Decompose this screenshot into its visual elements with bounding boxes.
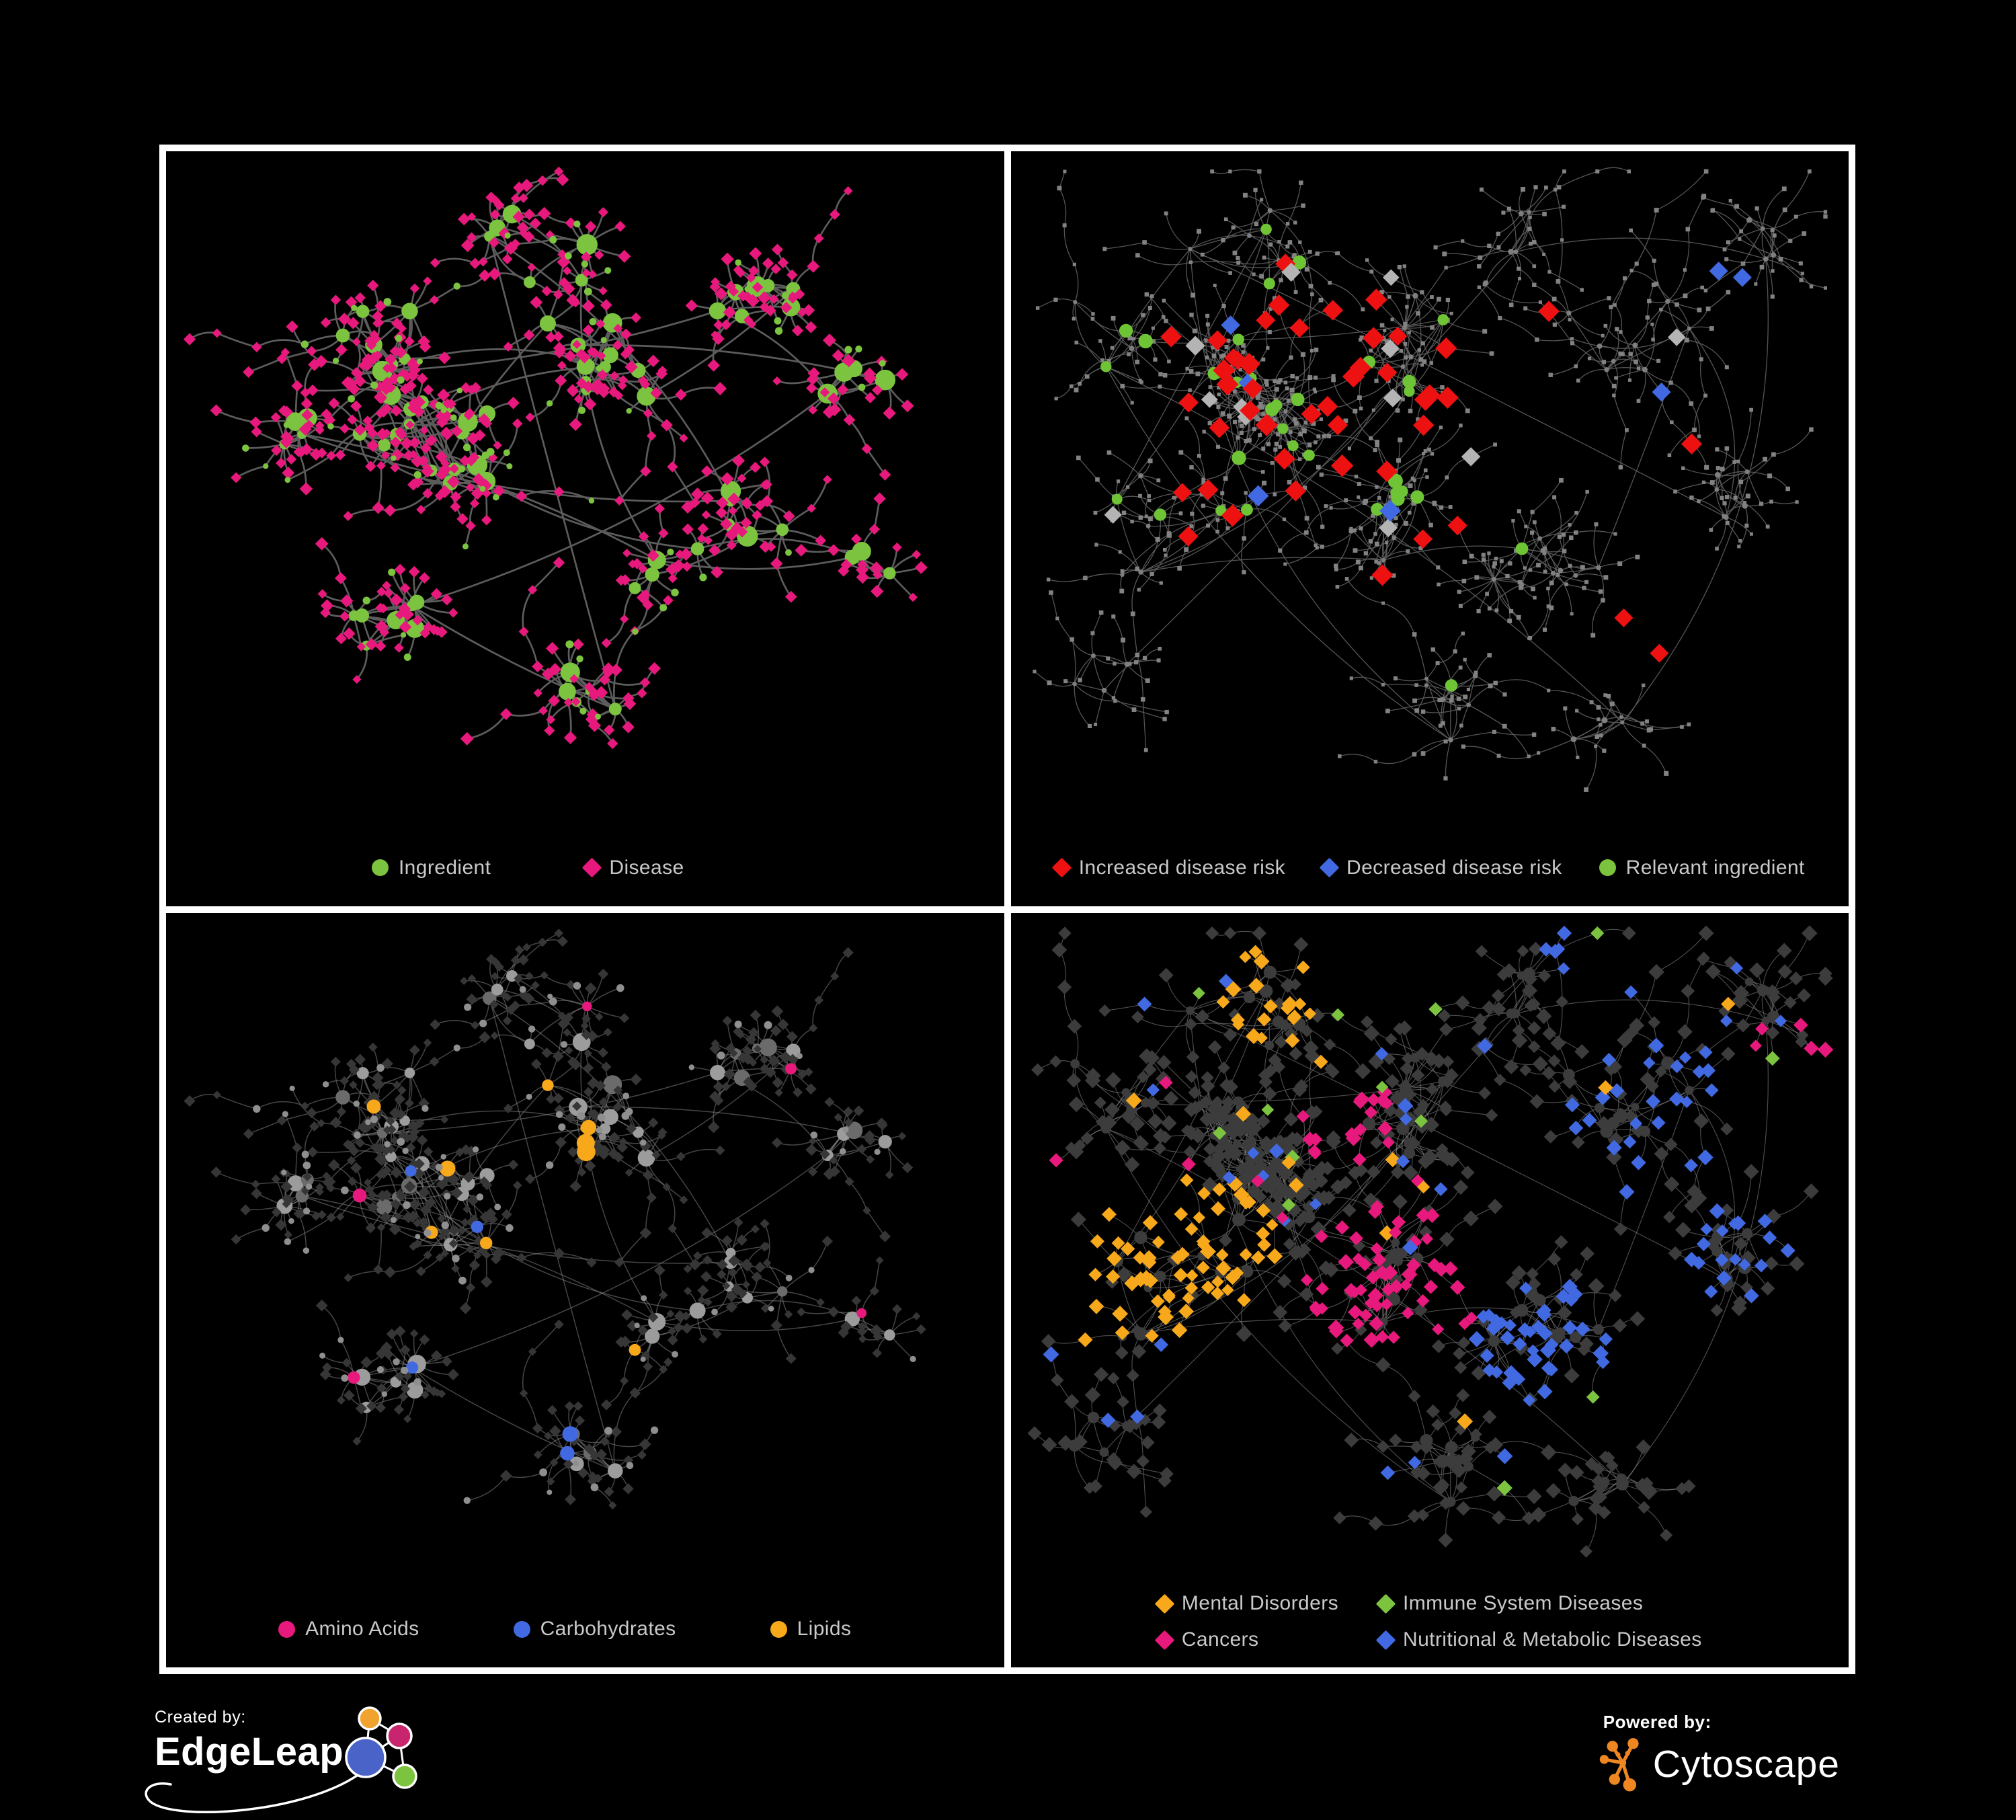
lipids-marker-icon <box>770 1620 787 1638</box>
cytoscape-logo-icon <box>1599 1738 1639 1792</box>
panels-grid: Ingredient Disease Increased disease ris… <box>159 145 1855 1674</box>
legend-ingredient-classes: Amino Acids Carbohydrates Lipids <box>166 1618 984 1640</box>
disease-risk-network-graph <box>1032 167 1828 792</box>
amino-acids-marker-icon <box>278 1620 296 1638</box>
increased-risk-marker-icon <box>1051 857 1072 878</box>
legend-item: Relevant ingredient <box>1599 857 1805 879</box>
legend-item: Carbohydrates <box>513 1618 676 1640</box>
legend-label: Nutritional & Metabolic Diseases <box>1403 1628 1702 1651</box>
legend-label: Decreased disease risk <box>1346 856 1562 879</box>
legend-label: Ingredient <box>398 856 491 879</box>
immune-diseases-marker-icon <box>1375 1593 1396 1614</box>
ingredient-marker-icon <box>371 859 389 876</box>
ingredient-classes-network-graph <box>184 928 926 1509</box>
panel-ingredient-classes: Amino Acids Carbohydrates Lipids <box>166 912 1004 1667</box>
legend-item: Decreased disease risk <box>1319 856 1562 879</box>
legend-item: Nutritional & Metabolic Diseases <box>1375 1628 1702 1651</box>
mental-disorders-marker-icon <box>1154 1593 1175 1614</box>
legend-label: Disease <box>609 856 684 879</box>
panel-ingredient-disease: Ingredient Disease <box>166 151 1004 906</box>
legend-label: Relevant ingredient <box>1625 856 1805 879</box>
legend-label: Cancers <box>1181 1628 1259 1651</box>
legend-item: Immune System Diseases <box>1375 1592 1702 1615</box>
panel-disease-categories: Mental Disorders Immune System Diseases … <box>1010 912 1849 1667</box>
legend-item: Increased disease risk <box>1051 856 1286 879</box>
legend-item: Cancers <box>1154 1628 1338 1651</box>
legend-disease-categories: Mental Disorders Immune System Diseases … <box>1011 1592 1849 1651</box>
cytoscape-branding: Powered by: Cytoscape <box>1599 1712 1840 1793</box>
ingredient-disease-network-graph <box>183 166 928 750</box>
legend-label: Mental Disorders <box>1181 1592 1338 1614</box>
legend-label: Amino Acids <box>305 1618 419 1640</box>
legend-item: Mental Disorders <box>1154 1592 1338 1615</box>
powered-by-label: Powered by: <box>1603 1712 1711 1732</box>
disease-marker-icon <box>582 857 602 878</box>
legend-item: Disease <box>582 856 684 879</box>
legend-label: Carbohydrates <box>540 1618 676 1640</box>
legend-label: Immune System Diseases <box>1403 1592 1644 1614</box>
edgeleap-wordmark: EdgeLeap <box>155 1730 344 1774</box>
legend-ingredient-disease: Ingredient Disease <box>166 857 947 879</box>
relevant-ingredient-marker-icon <box>1599 859 1616 876</box>
edgeleap-branding: Created by: EdgeLeap <box>145 1706 531 1813</box>
legend-label: Increased disease risk <box>1078 856 1286 879</box>
legend-item: Amino Acids <box>278 1618 419 1640</box>
created-by-label: Created by: <box>155 1708 246 1727</box>
panel-disease-risk: Increased disease risk Decreased disease… <box>1010 151 1849 906</box>
legend-item: Ingredient <box>371 856 491 879</box>
cancers-marker-icon <box>1154 1630 1175 1650</box>
legend-label: Lipids <box>797 1618 852 1640</box>
carbohydrates-marker-icon <box>513 1620 530 1638</box>
cytoscape-wordmark: Cytoscape <box>1652 1743 1840 1786</box>
disease-categories-network-graph <box>1027 924 1833 1558</box>
legend-item: Lipids <box>770 1618 852 1640</box>
edgeleap-logo-icon <box>345 1706 417 1789</box>
decreased-risk-marker-icon <box>1319 857 1340 878</box>
nutritional-metabolic-marker-icon <box>1375 1630 1396 1650</box>
legend-disease-risk: Increased disease risk Decreased disease… <box>1011 857 1849 879</box>
